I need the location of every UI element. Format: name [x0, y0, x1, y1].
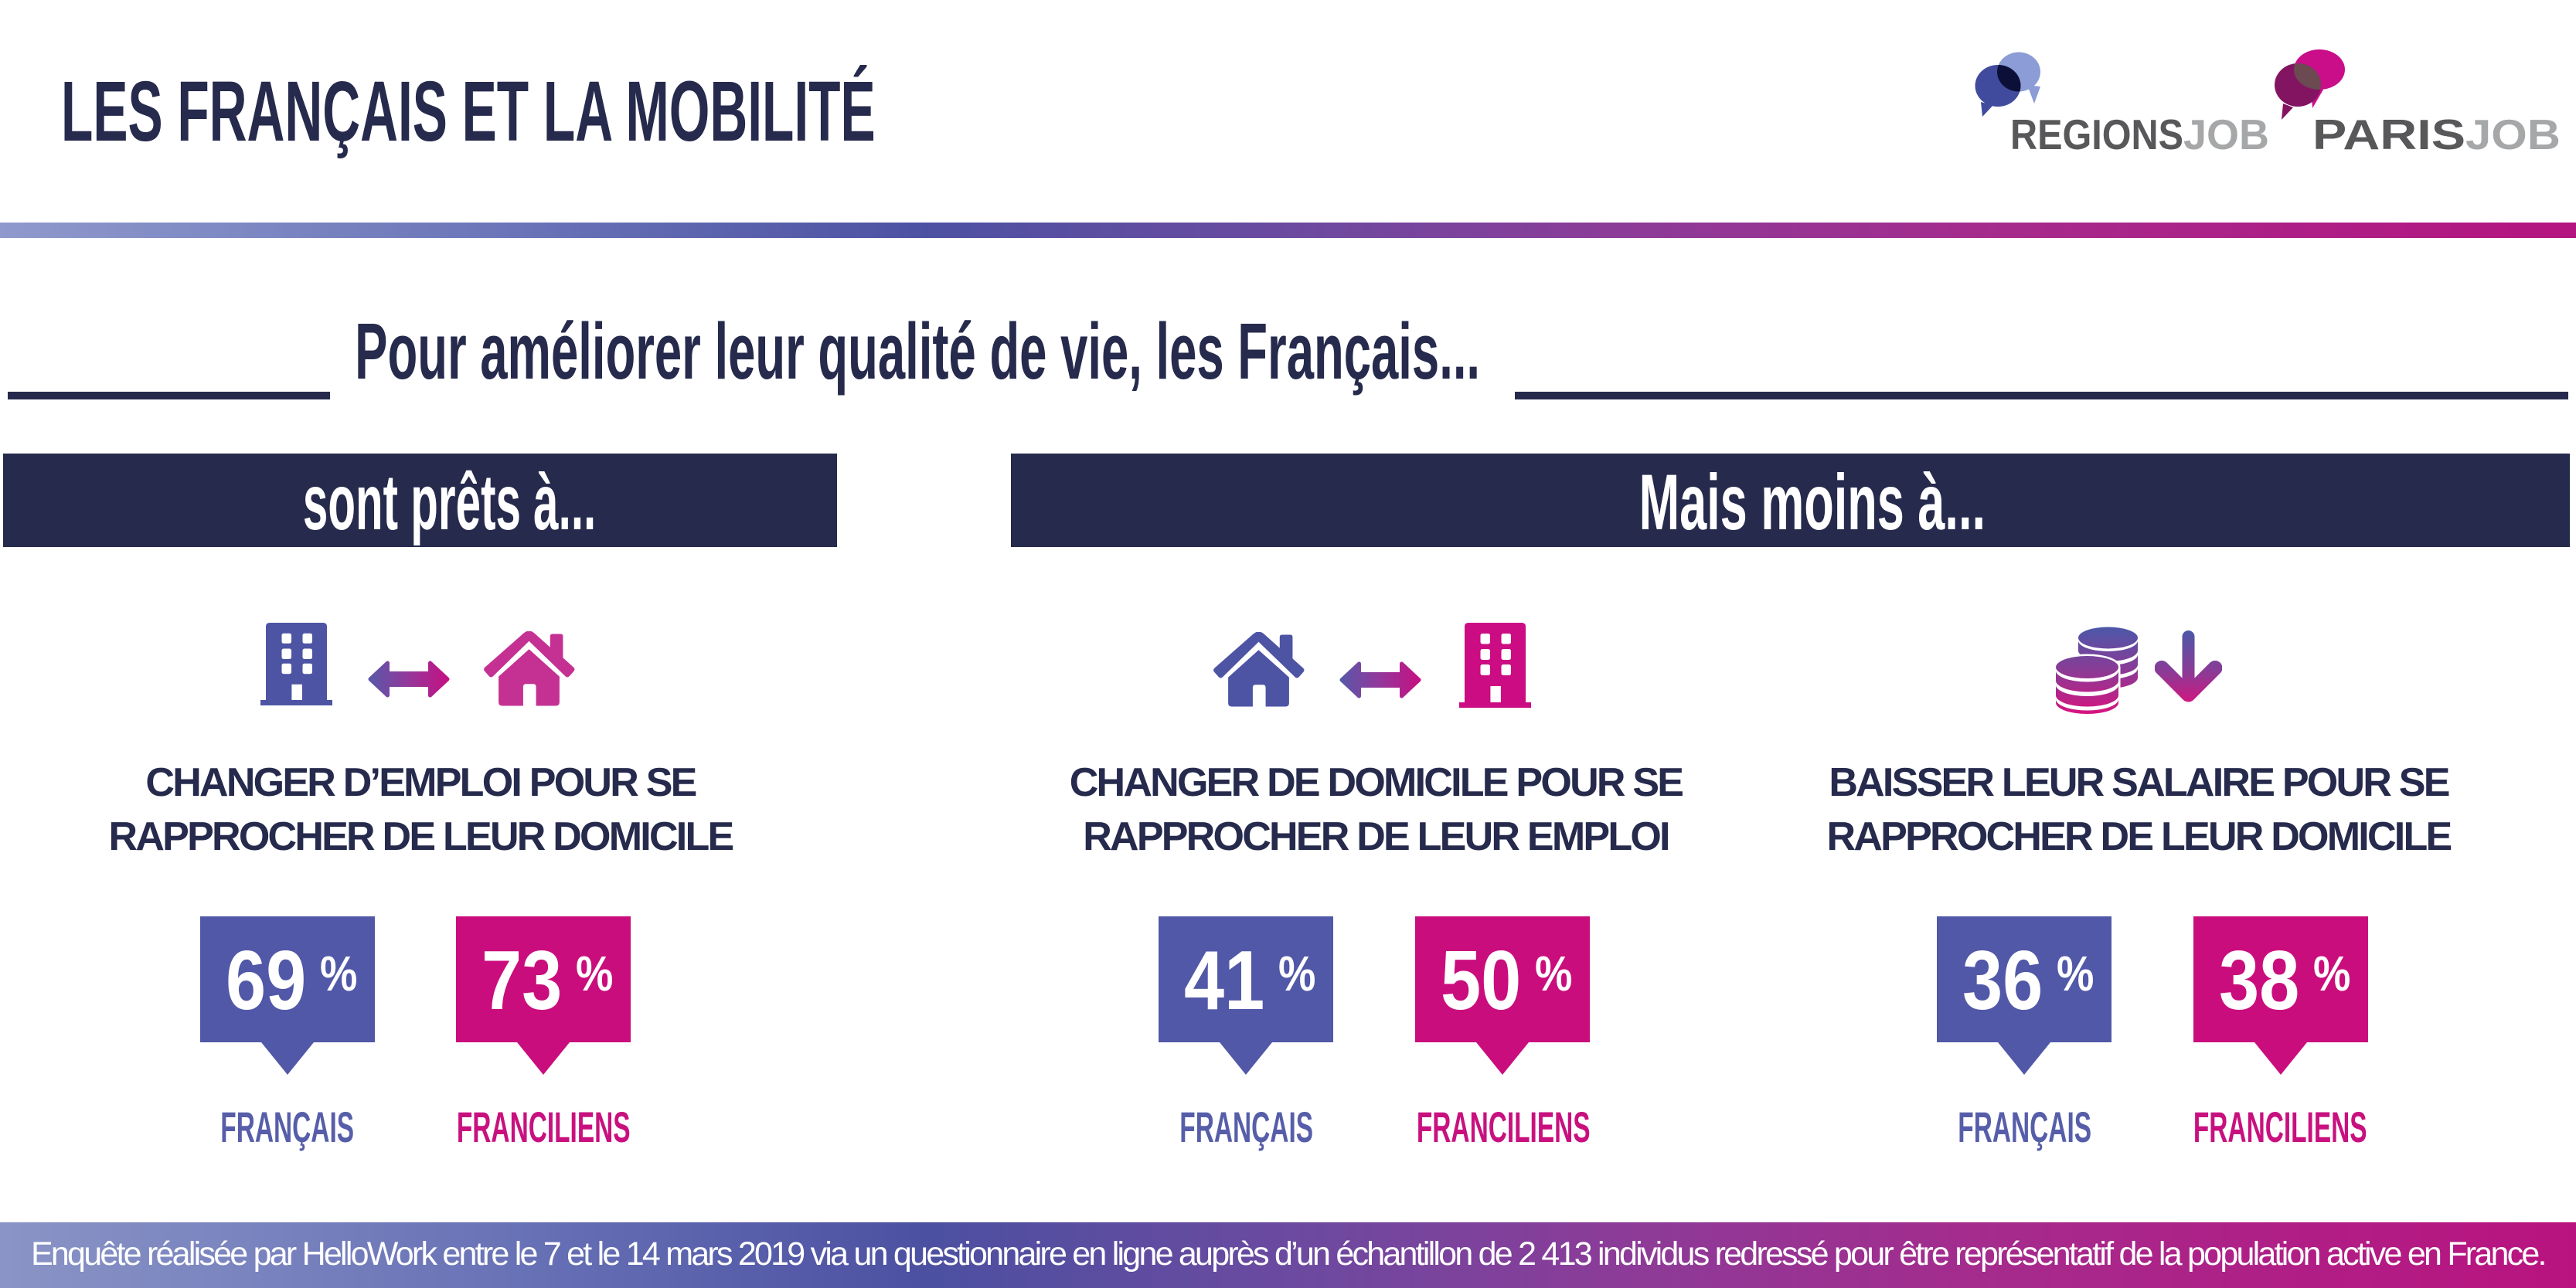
svg-text:REGIONS: REGIONS [2010, 110, 2183, 158]
svg-text:JOB: JOB [2465, 110, 2561, 158]
svg-text:PARIS: PARIS [2312, 110, 2465, 158]
svg-text:JOB: JOB [2183, 110, 2269, 158]
